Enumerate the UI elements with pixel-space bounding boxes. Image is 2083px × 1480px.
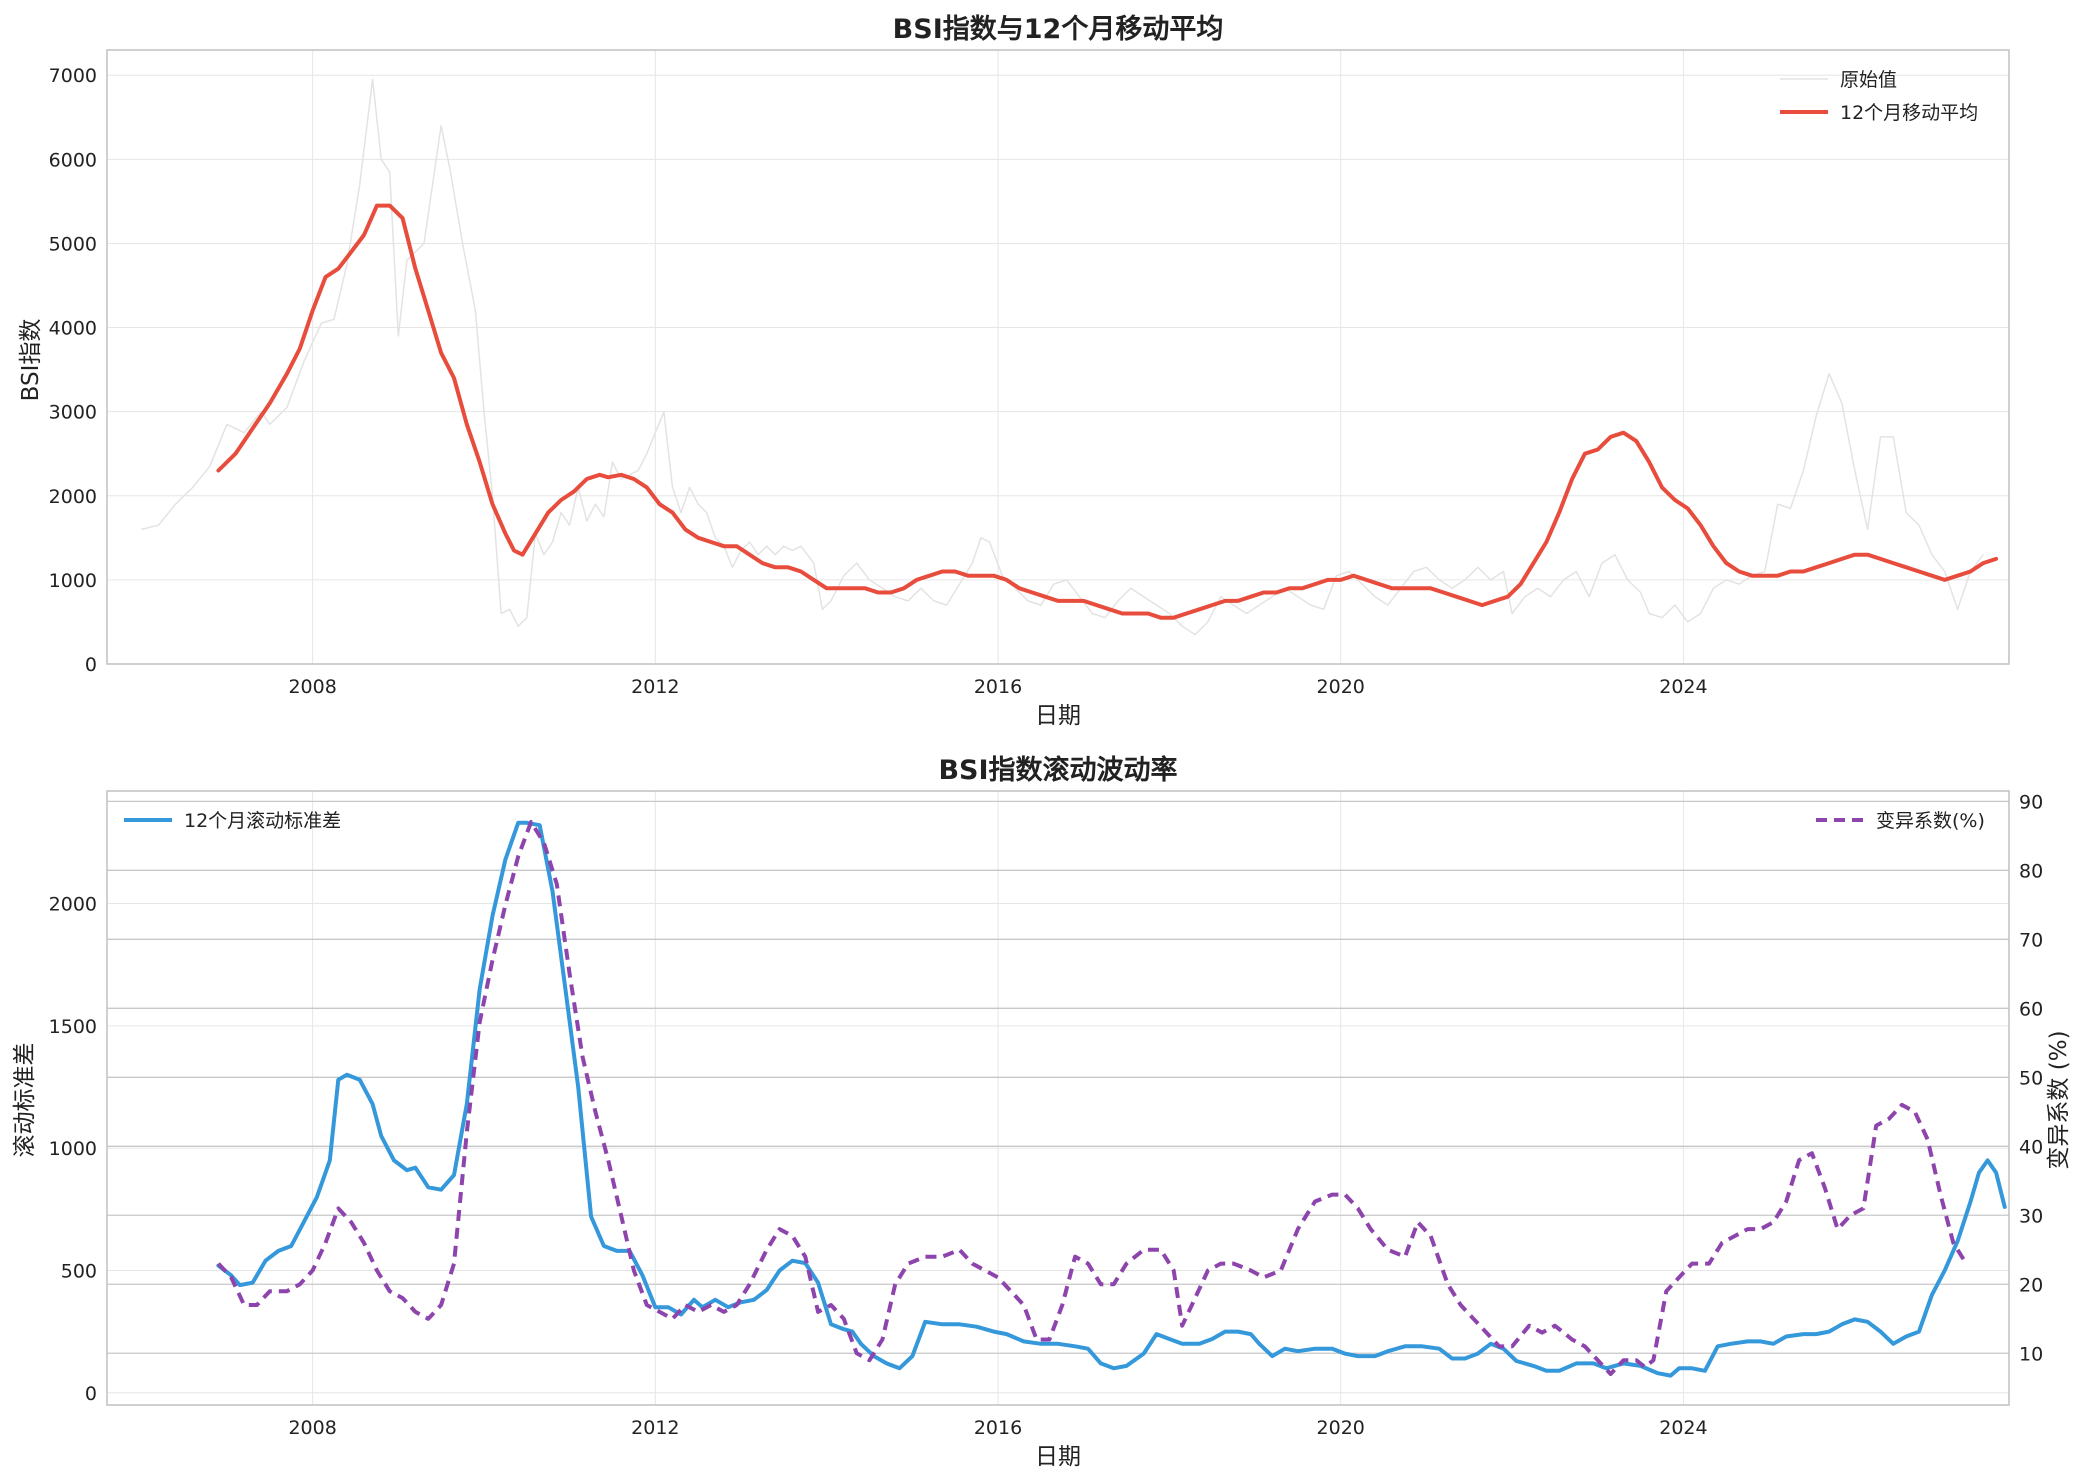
bottom-x-tick-label: 2012 (631, 1417, 679, 1439)
bottom-y-tick-label: 1500 (49, 1016, 97, 1038)
top-plot-frame (106, 49, 2010, 665)
bottom-x-axis-label: 日期 (1035, 1444, 1081, 1470)
legend-label-raw: 原始值 (1840, 69, 1897, 91)
top-y-ticks: 0 1000 2000 3000 4000 5000 6000 7000 (49, 65, 97, 676)
legend-label-std: 12个月滚动标准差 (184, 810, 341, 832)
bottom-y2-tick-label: 30 (2019, 1205, 2043, 1227)
legend-label-cv: 变异系数(%) (1876, 810, 1985, 832)
bottom-y-ticks: 0 500 1000 1500 2000 (49, 894, 97, 1405)
top-y-tick-label: 4000 (49, 318, 97, 340)
top-x-ticks: 2008 2012 2016 2020 2024 (288, 676, 1707, 698)
top-legend: 原始值 12个月移动平均 (1780, 69, 1978, 124)
bottom-x-tick-label: 2016 (974, 1417, 1022, 1439)
top-x-tick-label: 2024 (1659, 676, 1707, 698)
bottom-x-tick-label: 2008 (288, 1417, 336, 1439)
top-y-tick-label: 2000 (49, 486, 97, 508)
bottom-y2-tick-label: 80 (2019, 860, 2043, 882)
bottom-plot-frame (106, 790, 2010, 1406)
top-x-tick-label: 2008 (288, 676, 336, 698)
bottom-y2-ticks: 10 20 30 40 50 60 70 80 90 (2019, 791, 2043, 1365)
raw-value-line (141, 78, 1984, 636)
chart-top: 2008 2012 2016 2020 2024 0 1000 2000 3000 4000 50… (18, 14, 2010, 729)
chart-bottom: 2008 2012 2016 2020 2024 0 500 1000 1500 2000 10… (12, 754, 2072, 1470)
top-y-tick-label: 6000 (49, 149, 97, 171)
bottom-y-tick-label: 500 (61, 1260, 97, 1282)
top-y-axis-label: BSI指数 (18, 319, 44, 402)
bottom-legend-right: 变异系数(%) (1816, 810, 1985, 832)
top-series-raw (141, 78, 1984, 636)
top-chart-title: BSI指数与12个月移动平均 (893, 14, 1224, 45)
bottom-y2-axis-label: 变异系数 (%) (2046, 1030, 2072, 1169)
legend-label-ma: 12个月移动平均 (1840, 102, 1978, 124)
bottom-grid (107, 791, 2009, 1405)
top-y-tick-label: 5000 (49, 233, 97, 255)
top-x-tick-label: 2020 (1317, 676, 1365, 698)
bottom-y2-tick-label: 60 (2019, 998, 2043, 1020)
bottom-y2-tick-label: 40 (2019, 1136, 2043, 1158)
rolling-std-line (216, 820, 2007, 1378)
bottom-y-axis-label: 滚动标准差 (12, 1043, 38, 1158)
top-x-tick-label: 2012 (631, 676, 679, 698)
top-y-tick-label: 0 (85, 654, 97, 676)
bottom-y2-tick-label: 10 (2019, 1343, 2043, 1365)
bottom-x-tick-label: 2020 (1317, 1417, 1365, 1439)
top-x-axis-label: 日期 (1035, 703, 1081, 729)
bottom-y2-tick-label: 70 (2019, 929, 2043, 951)
top-y-tick-label: 3000 (49, 402, 97, 424)
bottom-legend-left: 12个月滚动标准差 (124, 810, 341, 832)
cv-line (216, 820, 1968, 1376)
top-y-tick-label: 7000 (49, 65, 97, 87)
moving-average-line (216, 203, 1999, 620)
top-y-tick-label: 1000 (49, 570, 97, 592)
bottom-series-std (216, 820, 2007, 1378)
bottom-y-tick-label: 2000 (49, 894, 97, 916)
bottom-x-ticks: 2008 2012 2016 2020 2024 (288, 1417, 1707, 1439)
bottom-y-tick-label: 1000 (49, 1138, 97, 1160)
bottom-y2-tick-label: 50 (2019, 1067, 2043, 1089)
top-x-tick-label: 2016 (974, 676, 1022, 698)
bottom-series-cv (216, 820, 1968, 1376)
bottom-x-tick-label: 2024 (1659, 1417, 1707, 1439)
top-series-ma (216, 203, 1999, 620)
bottom-y2-tick-label: 20 (2019, 1274, 2043, 1296)
bottom-chart-title: BSI指数滚动波动率 (938, 754, 1177, 786)
bottom-y2-tick-label: 90 (2019, 791, 2043, 813)
bottom-y-tick-label: 0 (85, 1383, 97, 1405)
